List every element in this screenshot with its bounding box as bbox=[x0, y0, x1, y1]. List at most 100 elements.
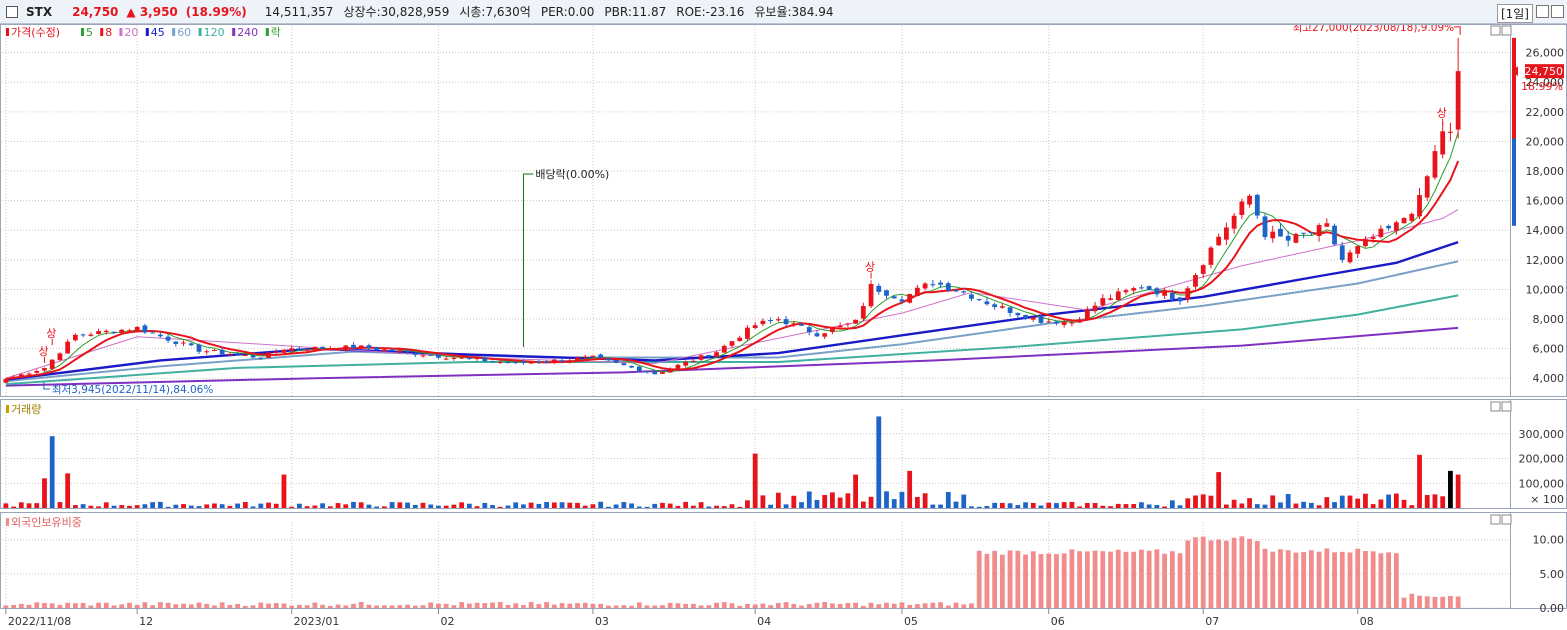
volume-bar[interactable] bbox=[891, 499, 897, 508]
volume-bar[interactable] bbox=[1417, 454, 1422, 508]
volume-bar[interactable] bbox=[1223, 504, 1229, 508]
foreign-ratio-bar[interactable] bbox=[690, 603, 696, 608]
volume-bar[interactable] bbox=[528, 502, 534, 508]
candle-body[interactable] bbox=[1285, 235, 1291, 241]
volume-bar[interactable] bbox=[103, 502, 109, 508]
volume-bar[interactable] bbox=[675, 505, 681, 508]
candle-body[interactable] bbox=[992, 304, 998, 308]
candle-body[interactable] bbox=[536, 361, 542, 363]
foreign-ratio-bar[interactable] bbox=[1193, 537, 1198, 608]
volume-bar[interactable] bbox=[1100, 505, 1106, 508]
volume-bar[interactable] bbox=[1239, 503, 1245, 508]
volume-bar[interactable] bbox=[1424, 495, 1430, 508]
candle-body[interactable] bbox=[173, 341, 179, 344]
volume-bar[interactable] bbox=[814, 499, 820, 508]
foreign-ratio-bar[interactable] bbox=[1355, 548, 1361, 608]
volume-bar[interactable] bbox=[876, 416, 882, 508]
checkbox-icon[interactable] bbox=[6, 5, 18, 18]
foreign-ratio-bar[interactable] bbox=[343, 605, 349, 608]
foreign-ratio-bar[interactable] bbox=[930, 602, 936, 608]
candle-body[interactable] bbox=[57, 353, 63, 361]
candle-body[interactable] bbox=[1424, 176, 1430, 198]
candle-body[interactable] bbox=[1401, 218, 1407, 224]
candle-body[interactable] bbox=[799, 323, 804, 326]
foreign-ratio-bar[interactable] bbox=[1054, 554, 1059, 608]
volume-bar[interactable] bbox=[551, 502, 557, 508]
candle-body[interactable] bbox=[1030, 317, 1036, 320]
foreign-ratio-bar[interactable] bbox=[374, 605, 380, 608]
candle-body[interactable] bbox=[1270, 231, 1276, 239]
foreign-ratio-bar[interactable] bbox=[451, 605, 457, 608]
volume-bar[interactable] bbox=[830, 492, 835, 508]
foreign-ratio-bar[interactable] bbox=[806, 604, 812, 608]
volume-bar[interactable] bbox=[660, 502, 665, 508]
volume-bar[interactable] bbox=[1339, 495, 1345, 508]
volume-bar[interactable] bbox=[157, 501, 163, 508]
foreign-ratio-bar[interactable] bbox=[142, 602, 148, 608]
foreign-ratio-bar[interactable] bbox=[938, 602, 943, 608]
candle-body[interactable] bbox=[1007, 307, 1013, 313]
candle-body[interactable] bbox=[242, 354, 248, 356]
foreign-ratio-bar[interactable] bbox=[868, 602, 874, 608]
foreign-ratio-bar[interactable] bbox=[157, 602, 163, 608]
foreign-ratio-bar[interactable] bbox=[1185, 540, 1191, 608]
candle-body[interactable] bbox=[814, 333, 820, 337]
candle-body[interactable] bbox=[1054, 321, 1059, 324]
foreign-ratio-bar[interactable] bbox=[1316, 551, 1322, 608]
volume-bar[interactable] bbox=[1316, 505, 1322, 508]
volume-bar[interactable] bbox=[1015, 505, 1021, 508]
candle-body[interactable] bbox=[150, 332, 156, 334]
window-restore-icon[interactable] bbox=[1536, 5, 1549, 18]
foreign-ratio-bar[interactable] bbox=[428, 602, 434, 608]
foreign-ratio-bar[interactable] bbox=[1108, 551, 1113, 608]
candle-body[interactable] bbox=[667, 368, 673, 373]
foreign-ratio-bar[interactable] bbox=[1200, 536, 1206, 608]
foreign-ratio-bar[interactable] bbox=[459, 602, 465, 608]
volume-bar[interactable] bbox=[984, 505, 990, 508]
volume-bar[interactable] bbox=[273, 503, 279, 508]
candle-body[interactable] bbox=[358, 345, 364, 349]
foreign-ownership-panel[interactable] bbox=[3, 536, 1461, 608]
volume-bar[interactable] bbox=[667, 503, 673, 508]
candle-body[interactable] bbox=[258, 357, 264, 359]
candle-body[interactable] bbox=[1100, 298, 1106, 306]
candle-body[interactable] bbox=[88, 334, 94, 336]
candle-body[interactable] bbox=[1347, 252, 1353, 263]
foreign-ratio-bar[interactable] bbox=[915, 604, 920, 608]
volume-bar[interactable] bbox=[860, 501, 866, 508]
foreign-ratio-bar[interactable] bbox=[297, 604, 302, 608]
foreign-ratio-bar[interactable] bbox=[1386, 552, 1392, 608]
foreign-ratio-bar[interactable] bbox=[482, 603, 488, 608]
candle-body[interactable] bbox=[212, 350, 217, 352]
candle-body[interactable] bbox=[281, 349, 287, 353]
candle-body[interactable] bbox=[1432, 151, 1438, 178]
candle-body[interactable] bbox=[127, 330, 132, 332]
foreign-ratio-bar[interactable] bbox=[1401, 597, 1407, 608]
foreign-ratio-bar[interactable] bbox=[1239, 536, 1245, 608]
volume-bar[interactable] bbox=[358, 502, 364, 508]
foreign-ratio-bar[interactable] bbox=[1139, 549, 1144, 608]
volume-bar[interactable] bbox=[945, 492, 951, 508]
volume-bar[interactable] bbox=[752, 453, 758, 508]
volume-bar[interactable] bbox=[335, 503, 341, 508]
volume-bar[interactable] bbox=[1301, 501, 1307, 508]
candle-body[interactable] bbox=[289, 348, 295, 351]
candle-body[interactable] bbox=[868, 283, 874, 307]
volume-bar[interactable] bbox=[165, 506, 171, 508]
foreign-ratio-bar[interactable] bbox=[165, 602, 171, 608]
volume-bar[interactable] bbox=[606, 506, 611, 508]
candle-body[interactable] bbox=[451, 357, 457, 359]
candle-body[interactable] bbox=[134, 326, 140, 332]
candle-body[interactable] bbox=[366, 345, 372, 349]
volume-bar[interactable] bbox=[907, 470, 913, 508]
candle-body[interactable] bbox=[938, 282, 943, 285]
volume-bar[interactable] bbox=[1185, 498, 1191, 508]
candle-body[interactable] bbox=[165, 336, 171, 341]
volume-bar[interactable] bbox=[1278, 502, 1283, 508]
volume-bar[interactable] bbox=[1108, 506, 1113, 508]
candle-body[interactable] bbox=[196, 344, 202, 352]
candle-body[interactable] bbox=[1216, 236, 1222, 246]
candle-body[interactable] bbox=[1200, 265, 1206, 274]
foreign-ratio-bar[interactable] bbox=[575, 603, 580, 608]
foreign-ratio-bar[interactable] bbox=[961, 604, 967, 608]
